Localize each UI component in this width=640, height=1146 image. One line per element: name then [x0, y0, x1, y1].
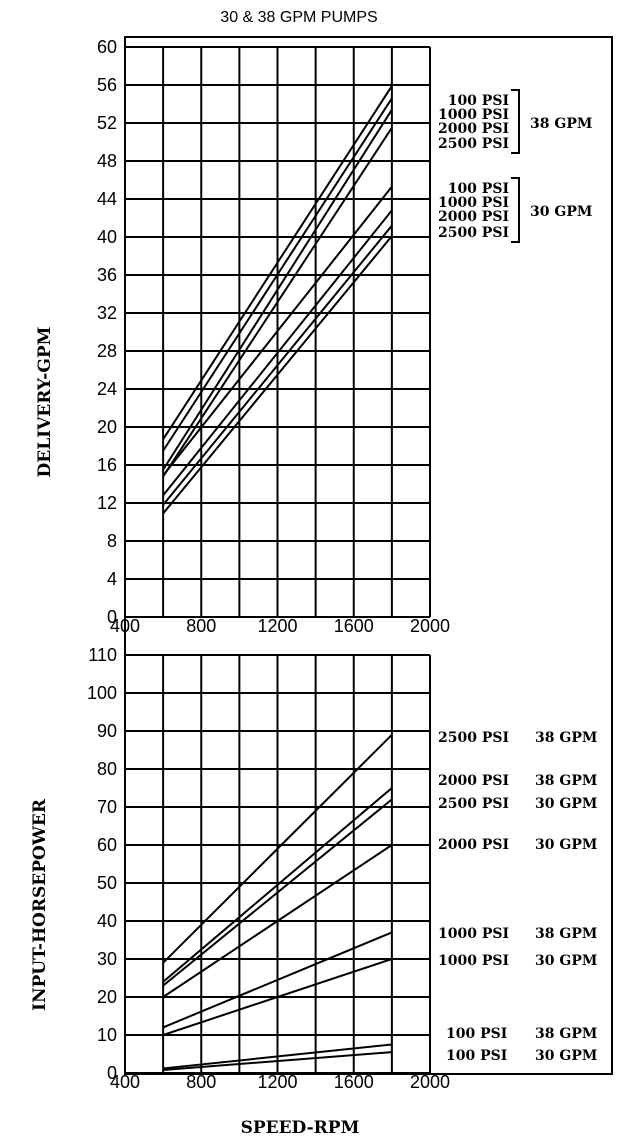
delivery-ytick-label: 52 — [97, 113, 117, 133]
delivery-legend-pressure-label: 2500 PSI — [438, 136, 509, 152]
delivery-series-line-4 — [162, 127, 393, 477]
horsepower-series-line-4 — [162, 844, 393, 998]
delivery-legend-bracket — [511, 89, 520, 154]
delivery-legend-pressure-label: 1000 PSI — [438, 195, 509, 211]
horsepower-ytick-label: 80 — [97, 759, 117, 779]
delivery-y-axis-label: DELIVERY-GPM — [35, 326, 55, 477]
horsepower-series-label-pump: 38 GPM — [535, 730, 597, 746]
horsepower-xtick-label: 2000 — [410, 1072, 450, 1092]
horsepower-ytick-label: 30 — [97, 949, 117, 969]
horsepower-series-label-pressure: 2000 PSI — [438, 773, 509, 789]
horsepower-ytick-label: 40 — [97, 911, 117, 931]
horsepower-ytick-label: 0 — [107, 1063, 117, 1083]
delivery-xtick-label: 800 — [186, 616, 216, 636]
delivery-series-line-8 — [162, 235, 393, 515]
delivery-legend-pressure-label: 1000 PSI — [438, 107, 509, 123]
outer-frame — [124, 36, 613, 1075]
horsepower-chart-panel: 0 10 20 30 40 50 60 70 80 90 100 110 400 800 1200 1600 2… — [30, 645, 597, 1138]
delivery-ytick-label: 0 — [107, 607, 117, 627]
delivery-legend-group-label: 30 GPM — [530, 204, 592, 220]
horsepower-xtick-label: 1200 — [257, 1072, 297, 1092]
horsepower-series-line-3 — [162, 798, 393, 987]
horsepower-xtick-label: 800 — [186, 1072, 216, 1092]
delivery-xtick-label: 1200 — [257, 616, 297, 636]
delivery-legend-pressure-label: 2000 PSI — [438, 121, 509, 137]
horsepower-xtick-label: 1600 — [334, 1072, 374, 1092]
delivery-legend-pressure-label: 100 PSI — [448, 181, 509, 197]
horsepower-series-label-pressure: 2500 PSI — [438, 796, 509, 812]
horsepower-series-label-pump: 30 GPM — [535, 796, 597, 812]
delivery-series-line-6 — [162, 209, 393, 497]
horsepower-series-line-8 — [163, 1051, 392, 1071]
delivery-legend-pressure-label: 100 PSI — [448, 93, 509, 109]
horsepower-series-label-pump: 30 GPM — [535, 837, 597, 853]
horsepower-ytick-label: 110 — [88, 645, 117, 665]
horsepower-ytick-label: 60 — [97, 835, 117, 855]
horsepower-series-line-5 — [162, 931, 393, 1029]
horsepower-ytick-label: 20 — [97, 987, 117, 1007]
delivery-ytick-label: 16 — [97, 455, 117, 475]
delivery-ytick-label: 24 — [97, 379, 117, 399]
horsepower-xtick-label: 400 — [110, 1072, 140, 1092]
delivery-xtick-label: 1600 — [334, 616, 374, 636]
delivery-series-line-5 — [162, 186, 393, 477]
horsepower-series-label-pump: 30 GPM — [535, 1048, 597, 1064]
delivery-ytick-label: 56 — [97, 75, 117, 95]
delivery-ytick-label: 8 — [107, 531, 117, 551]
horsepower-series-line-6 — [162, 958, 393, 1036]
horsepower-ytick-label: 50 — [97, 873, 117, 893]
horsepower-series-label-pressure: 2500 PSI — [438, 730, 509, 746]
delivery-xtick-label: 2000 — [410, 616, 450, 636]
horsepower-ytick-label: 100 — [87, 683, 117, 703]
delivery-legend-bracket — [511, 177, 520, 243]
delivery-xtick-label: 400 — [110, 616, 140, 636]
horsepower-series-label-pressure: 2000 PSI — [438, 837, 509, 853]
horsepower-series-label-pressure: 1000 PSI — [438, 926, 509, 942]
horsepower-y-axis-label: INPUT-HORSEPOWER — [30, 798, 50, 1011]
delivery-ytick-label: 60 — [97, 37, 117, 57]
delivery-ytick-label: 44 — [97, 189, 117, 209]
delivery-series-line-2 — [162, 97, 393, 452]
horsepower-series-label-pump: 38 GPM — [535, 1026, 597, 1042]
delivery-legend-group-label: 38 GPM — [530, 116, 592, 132]
delivery-series-line-7 — [162, 224, 393, 506]
delivery-legend-pressure-label: 2500 PSI — [438, 225, 509, 241]
horsepower-series-label-pressure: 100 PSI — [446, 1026, 507, 1042]
delivery-ytick-label: 48 — [97, 151, 117, 171]
horsepower-ytick-label: 10 — [97, 1025, 117, 1045]
delivery-ytick-label: 36 — [97, 265, 117, 285]
horsepower-series-label-pump: 30 GPM — [535, 953, 597, 969]
horsepower-series-label-pressure: 100 PSI — [446, 1048, 507, 1064]
horsepower-series-label-pump: 38 GPM — [535, 926, 597, 942]
delivery-legend-pressure-label: 2000 PSI — [438, 209, 509, 225]
delivery-ytick-label: 40 — [97, 227, 117, 247]
delivery-ytick-label: 32 — [97, 303, 117, 323]
horsepower-ytick-label: 70 — [97, 797, 117, 817]
horsepower-series-label-pump: 38 GPM — [535, 773, 597, 789]
horsepower-ytick-label: 90 — [97, 721, 117, 741]
delivery-ytick-label: 20 — [97, 417, 117, 437]
delivery-ytick-label: 12 — [97, 493, 117, 513]
horsepower-x-axis-label: SPEED-RPM — [241, 1118, 360, 1138]
horsepower-series-line-2 — [162, 787, 393, 983]
horsepower-series-line-1 — [162, 734, 393, 964]
horsepower-series-label-pressure: 1000 PSI — [438, 953, 509, 969]
horsepower-series-line-7 — [163, 1043, 392, 1070]
delivery-series-line-3 — [162, 109, 393, 471]
delivery-ytick-label: 4 — [107, 569, 117, 589]
delivery-series-line-1 — [162, 85, 393, 440]
chart-title: 30 & 38 GPM PUMPS — [220, 9, 377, 26]
delivery-ytick-label: 28 — [97, 341, 117, 361]
